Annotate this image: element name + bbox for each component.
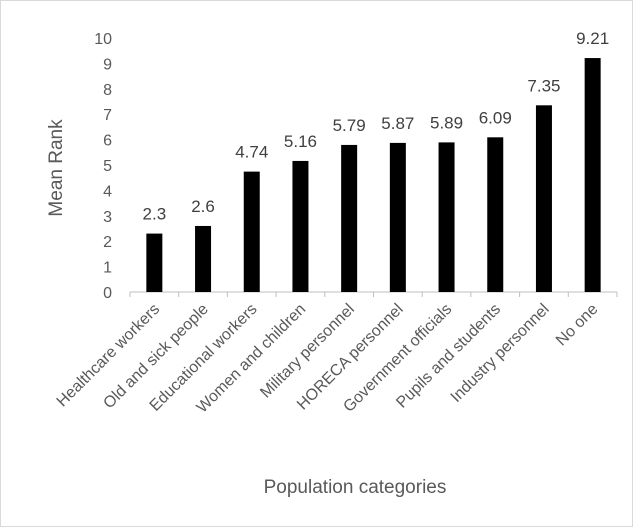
- data-label: 5.16: [284, 132, 317, 151]
- data-label: 2.3: [143, 205, 167, 224]
- y-tick-label: 6: [103, 133, 112, 150]
- bar: [292, 160, 309, 292]
- x-tick-label: No one: [553, 301, 602, 350]
- bar: [535, 105, 552, 292]
- bar: [584, 58, 601, 292]
- bars: [146, 58, 601, 292]
- y-tick-label: 5: [103, 158, 112, 175]
- y-tick-label: 2: [103, 234, 112, 251]
- bar: [146, 233, 163, 292]
- bar: [389, 142, 406, 292]
- x-axis-title: Population categories: [264, 477, 447, 498]
- data-label: 5.79: [333, 116, 366, 135]
- y-tick-label: 9: [103, 56, 112, 73]
- data-label: 5.87: [381, 114, 414, 133]
- data-labels: 2.3 2.6 4.74 5.16 5.79 5.87 5.89 6.09 7.35 9.21: [143, 29, 610, 224]
- y-axis-title: Mean Rank: [46, 119, 67, 217]
- data-label: 6.09: [479, 108, 512, 127]
- y-tick-label: 1: [103, 260, 112, 277]
- y-tick-label: 0: [103, 285, 112, 302]
- bar: [195, 225, 212, 292]
- bar: [243, 171, 260, 292]
- y-tick-label: 3: [103, 209, 112, 226]
- y-axis-ticks: 0 1 2 3 4 5 6 7 8 9 10: [94, 31, 112, 302]
- data-label: 5.89: [430, 113, 463, 132]
- data-label: 9.21: [576, 29, 609, 48]
- bar: [438, 142, 455, 292]
- x-tick-label: Military personnel: [257, 301, 358, 402]
- bar: [487, 137, 504, 292]
- y-tick-label: 7: [103, 107, 112, 124]
- x-axis-tickmarks: [129, 292, 618, 297]
- bar: [341, 144, 358, 292]
- data-label: 2.6: [191, 197, 215, 216]
- y-tick-label: 4: [103, 183, 112, 200]
- data-label: 7.35: [527, 76, 560, 95]
- y-tick-label: 10: [94, 31, 112, 48]
- y-tick-label: 8: [103, 82, 112, 99]
- data-label: 4.74: [235, 143, 268, 162]
